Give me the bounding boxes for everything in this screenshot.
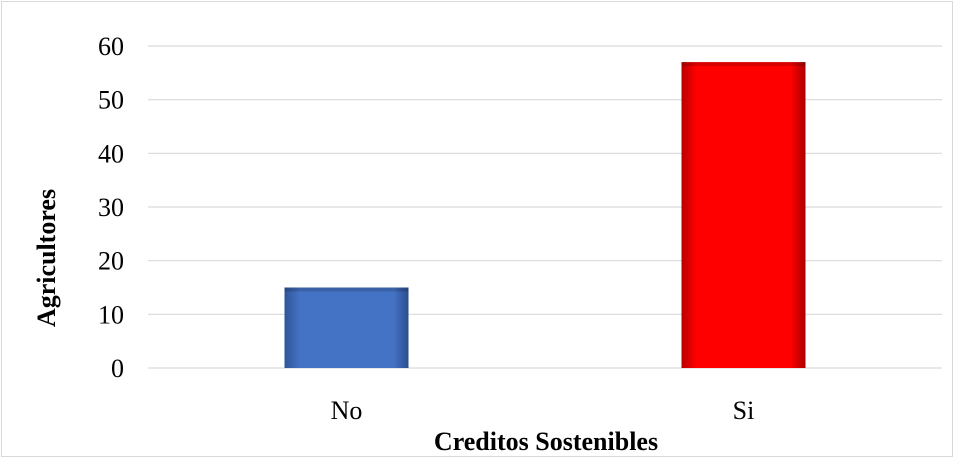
- y-tick-label: 10: [98, 300, 124, 329]
- x-tick-labels: No Si: [331, 396, 755, 425]
- y-tick-label: 20: [98, 247, 124, 276]
- y-axis-title: Agricultores: [32, 189, 61, 327]
- x-axis-title: Creditos Sostenibles: [434, 427, 658, 456]
- y-tick-labels: 0 10 20 30 40 50 60: [98, 32, 124, 383]
- x-tick-label: Si: [733, 396, 755, 425]
- gridlines: [148, 45, 942, 369]
- y-tick-label: 0: [111, 354, 124, 383]
- y-tick-label: 50: [98, 86, 124, 115]
- y-tick-label: 30: [98, 193, 124, 222]
- bars: [284, 62, 806, 368]
- bar-si: [681, 62, 806, 368]
- bar-top-bevel: [284, 287, 409, 292]
- y-tick-label: 40: [98, 139, 124, 168]
- bar-top-bevel: [681, 62, 806, 67]
- y-tick-label: 60: [98, 32, 124, 61]
- x-tick-label: No: [331, 396, 363, 425]
- bar-no: [284, 287, 409, 368]
